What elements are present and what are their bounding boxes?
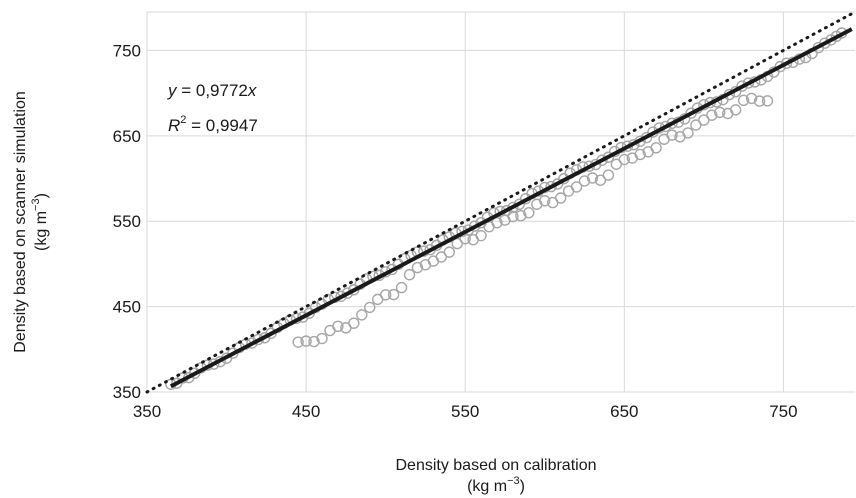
- data-point: [554, 192, 567, 204]
- data-point: [618, 153, 631, 166]
- x-axis-unit: (kg m−3): [467, 475, 525, 495]
- data-point: [308, 335, 320, 348]
- data-point: [435, 251, 448, 263]
- data-point: [332, 320, 344, 333]
- y-axis-title: Density based on scanner simulation: [12, 91, 29, 352]
- y-tick-label: 650: [113, 127, 141, 146]
- data-point: [515, 209, 527, 222]
- data-point: [545, 180, 557, 193]
- data-point: [356, 309, 368, 321]
- data-point: [729, 104, 742, 116]
- data-point: [297, 311, 309, 323]
- regression-equation: y = 0,9772x: [167, 81, 257, 100]
- data-point: [682, 127, 694, 139]
- data-point: [348, 317, 360, 329]
- equation-y: y: [167, 81, 178, 100]
- trend-lines: [145, 10, 856, 394]
- data-point: [300, 335, 312, 347]
- data-point: [586, 172, 599, 184]
- r-squared-r: R: [168, 116, 180, 135]
- data-point: [666, 129, 678, 141]
- r-squared-value: = 0,9947: [186, 116, 257, 135]
- data-point: [761, 95, 774, 107]
- data-point: [594, 174, 607, 186]
- data-point: [411, 261, 424, 274]
- identity-line: [145, 10, 856, 394]
- data-point: [819, 37, 831, 49]
- data-point: [706, 109, 718, 121]
- data-point: [292, 336, 304, 348]
- data-point: [698, 114, 710, 126]
- x-tick-label: 450: [292, 402, 320, 421]
- equation-x: x: [247, 81, 257, 100]
- equation-rhs: = 0,9772: [177, 81, 248, 100]
- data-point: [208, 358, 220, 370]
- y-axis-unit: (kg m−3): [30, 193, 50, 251]
- data-point: [316, 332, 328, 345]
- data-point: [523, 207, 535, 219]
- y-tick-label: 750: [113, 41, 141, 60]
- data-point: [491, 216, 503, 229]
- x-tick-label: 650: [610, 402, 638, 421]
- data-point: [714, 106, 726, 119]
- y-tick-label: 350: [113, 383, 141, 402]
- data-point: [507, 210, 519, 223]
- data-point: [475, 229, 487, 242]
- data-point: [387, 288, 400, 301]
- data-point: [634, 148, 646, 161]
- data-point: [690, 119, 702, 131]
- data-point: [570, 181, 583, 193]
- data-point: [596, 154, 608, 166]
- x-tick-label: 350: [133, 402, 161, 421]
- x-axis-title: Density based on calibration: [395, 457, 596, 474]
- r-squared-exp: 2: [180, 114, 186, 126]
- data-point: [379, 289, 392, 301]
- data-point: [364, 301, 376, 314]
- data-point: [650, 142, 662, 154]
- data-point: [666, 117, 678, 129]
- x-tick-label: 550: [451, 402, 479, 421]
- data-point: [578, 175, 591, 187]
- data-point: [745, 92, 758, 105]
- regression-line: [169, 27, 853, 389]
- data-point: [403, 269, 416, 281]
- data-point: [780, 57, 793, 69]
- data-point: [737, 94, 750, 107]
- grid-lines: [146, 11, 855, 393]
- tick-labels: 350 450 550 650 750 350 450 550 650 750: [113, 41, 798, 421]
- x-tick-label: 750: [769, 402, 797, 421]
- data-point: [539, 195, 551, 207]
- data-point: [659, 120, 672, 133]
- data-point: [753, 95, 766, 107]
- y-tick-label: 450: [113, 298, 141, 317]
- data-points: [165, 27, 848, 390]
- data-point: [443, 246, 455, 258]
- data-point: [395, 281, 408, 294]
- data-point: [774, 60, 786, 73]
- r-squared: R2 = 0,9947: [168, 114, 258, 135]
- data-point: [602, 169, 615, 181]
- y-tick-label: 550: [113, 212, 141, 231]
